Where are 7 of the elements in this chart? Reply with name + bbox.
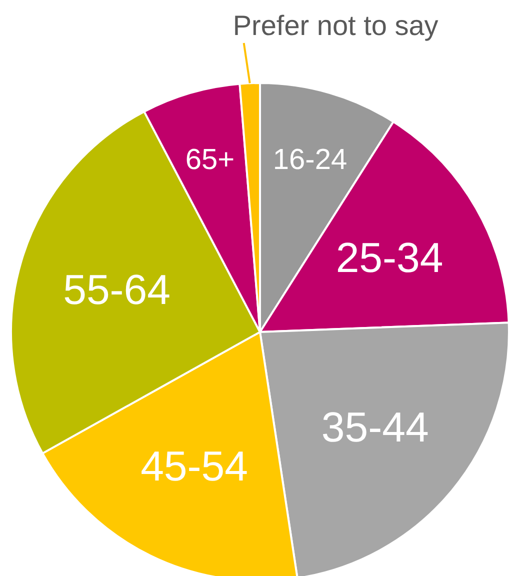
slice-label: 35-44: [321, 404, 429, 451]
slice-label: 25-34: [336, 234, 444, 282]
slice-label: 65+: [185, 144, 235, 176]
slice-label: 55-64: [63, 266, 171, 313]
slice-label: 45-54: [140, 442, 248, 490]
slice-label: Prefer not to say: [232, 10, 438, 41]
slice-label: 16-24: [272, 144, 348, 176]
